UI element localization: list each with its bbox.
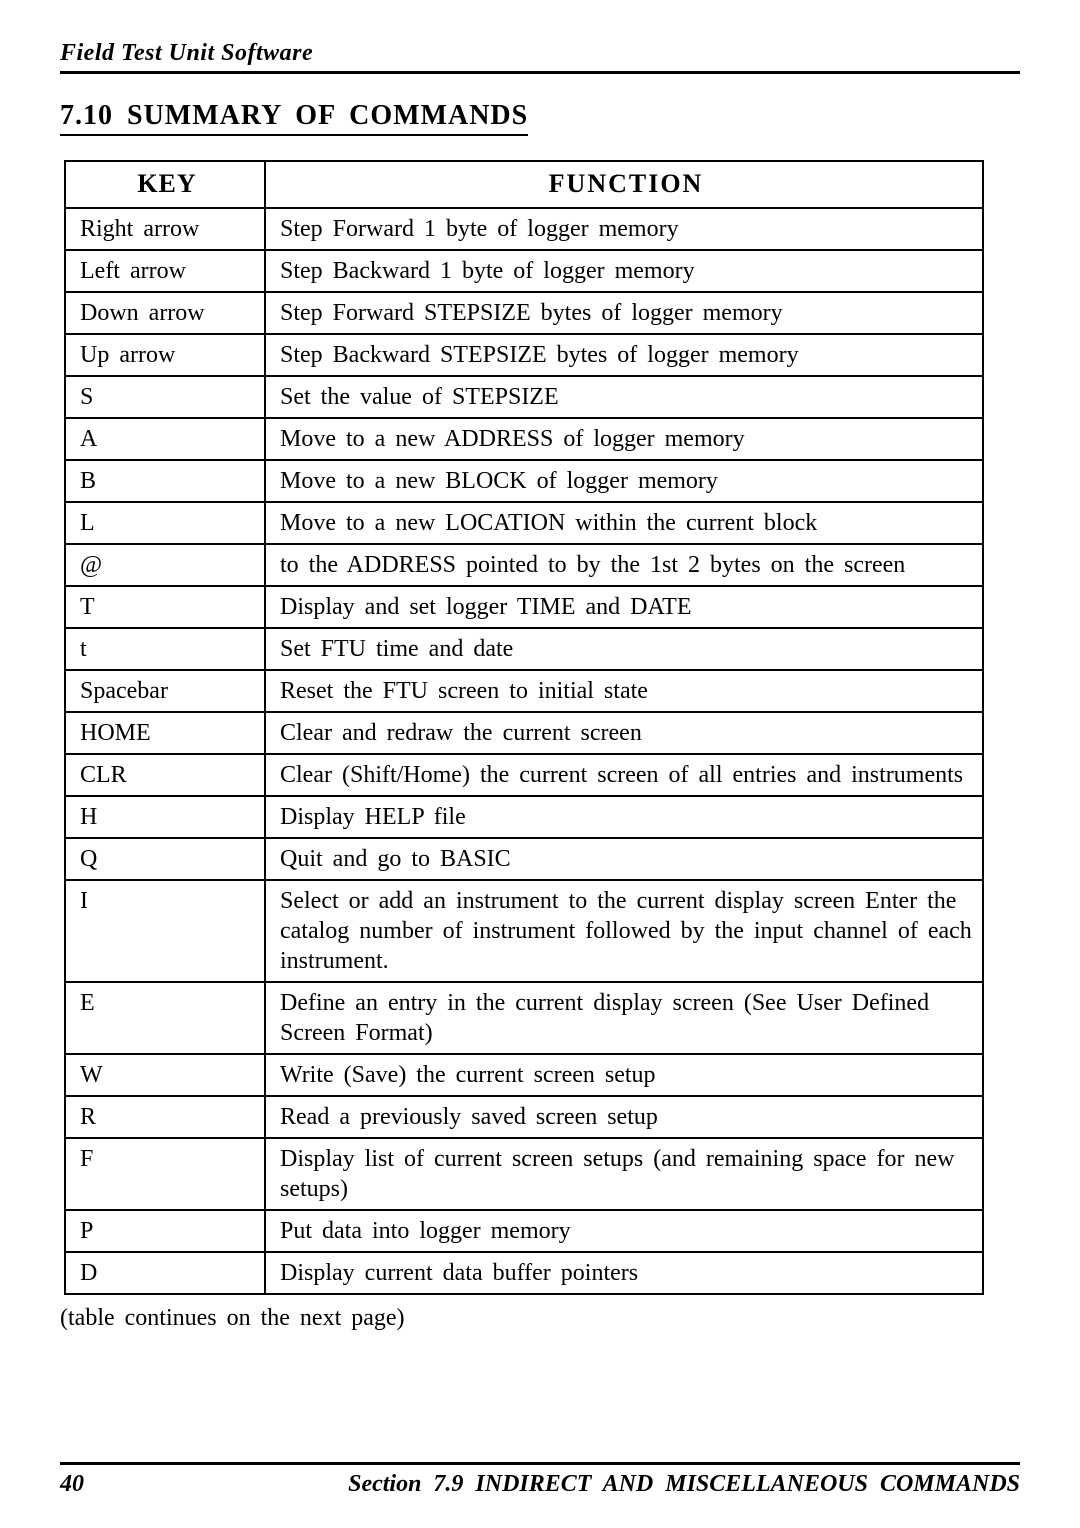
key-cell: R: [65, 1096, 265, 1138]
key-cell: Up arrow: [65, 334, 265, 376]
func-cell: Display list of current screen setups (a…: [265, 1138, 983, 1210]
key-cell: W: [65, 1054, 265, 1096]
func-cell: Quit and go to BASIC: [265, 838, 983, 880]
func-cell: Set FTU time and date: [265, 628, 983, 670]
table-row: Right arrowStep Forward 1 byte of logger…: [65, 208, 983, 250]
key-cell: L: [65, 502, 265, 544]
key-cell: B: [65, 460, 265, 502]
func-cell: Define an entry in the current display s…: [265, 982, 983, 1054]
func-cell: Move to a new LOCATION within the curren…: [265, 502, 983, 544]
key-cell: Down arrow: [65, 292, 265, 334]
page-footer: 40 Section 7.9 INDIRECT AND MISCELLANEOU…: [60, 1462, 1020, 1498]
func-cell: Move to a new ADDRESS of logger memory: [265, 418, 983, 460]
table-row: HOMEClear and redraw the current screen: [65, 712, 983, 754]
key-cell: F: [65, 1138, 265, 1210]
table-row: RRead a previously saved screen setup: [65, 1096, 983, 1138]
table-row: PPut data into logger memory: [65, 1210, 983, 1252]
table-row: EDefine an entry in the current display …: [65, 982, 983, 1054]
key-cell: @: [65, 544, 265, 586]
table-row: DDisplay current data buffer pointers: [65, 1252, 983, 1294]
table-continues-note: (table continues on the next page): [60, 1305, 1020, 1332]
func-cell: Reset the FTU screen to initial state: [265, 670, 983, 712]
func-cell: Clear (Shift/Home) the current screen of…: [265, 754, 983, 796]
func-cell: Move to a new BLOCK of logger memory: [265, 460, 983, 502]
col-header-function: FUNCTION: [265, 161, 983, 208]
func-cell: to the ADDRESS pointed to by the 1st 2 b…: [265, 544, 983, 586]
key-cell: S: [65, 376, 265, 418]
table-row: AMove to a new ADDRESS of logger memory: [65, 418, 983, 460]
table-row: TDisplay and set logger TIME and DATE: [65, 586, 983, 628]
table-body: Right arrowStep Forward 1 byte of logger…: [65, 208, 983, 1294]
key-cell: E: [65, 982, 265, 1054]
func-cell: Step Backward 1 byte of logger memory: [265, 250, 983, 292]
key-cell: A: [65, 418, 265, 460]
func-cell: Display HELP file: [265, 796, 983, 838]
key-cell: Right arrow: [65, 208, 265, 250]
key-cell: P: [65, 1210, 265, 1252]
table-row: WWrite (Save) the current screen setup: [65, 1054, 983, 1096]
table-row: Down arrowStep Forward STEPSIZE bytes of…: [65, 292, 983, 334]
table-row: SpacebarReset the FTU screen to initial …: [65, 670, 983, 712]
key-cell: HOME: [65, 712, 265, 754]
key-cell: T: [65, 586, 265, 628]
key-cell: Q: [65, 838, 265, 880]
func-cell: Write (Save) the current screen setup: [265, 1054, 983, 1096]
func-cell: Put data into logger memory: [265, 1210, 983, 1252]
commands-table: KEY FUNCTION Right arrowStep Forward 1 b…: [64, 160, 984, 1295]
key-cell: Spacebar: [65, 670, 265, 712]
running-head: Field Test Unit Software: [60, 40, 1020, 74]
footer-section-title: Section 7.9 INDIRECT AND MISCELLANEOUS C…: [348, 1471, 1020, 1498]
table-row: FDisplay list of current screen setups (…: [65, 1138, 983, 1210]
col-header-key: KEY: [65, 161, 265, 208]
key-cell: H: [65, 796, 265, 838]
key-cell: D: [65, 1252, 265, 1294]
table-row: Up arrowStep Backward STEPSIZE bytes of …: [65, 334, 983, 376]
table-row: QQuit and go to BASIC: [65, 838, 983, 880]
func-cell: Display current data buffer pointers: [265, 1252, 983, 1294]
table-row: LMove to a new LOCATION within the curre…: [65, 502, 983, 544]
section-title: 7.10 SUMMARY OF COMMANDS: [60, 100, 528, 136]
func-cell: Step Forward 1 byte of logger memory: [265, 208, 983, 250]
func-cell: Select or add an instrument to the curre…: [265, 880, 983, 982]
func-cell: Set the value of STEPSIZE: [265, 376, 983, 418]
table-row: SSet the value of STEPSIZE: [65, 376, 983, 418]
func-cell: Clear and redraw the current screen: [265, 712, 983, 754]
table-row: CLRClear (Shift/Home) the current screen…: [65, 754, 983, 796]
page-number: 40: [60, 1471, 84, 1498]
key-cell: CLR: [65, 754, 265, 796]
table-row: tSet FTU time and date: [65, 628, 983, 670]
func-cell: Display and set logger TIME and DATE: [265, 586, 983, 628]
table-row: Left arrowStep Backward 1 byte of logger…: [65, 250, 983, 292]
table-row: BMove to a new BLOCK of logger memory: [65, 460, 983, 502]
key-cell: Left arrow: [65, 250, 265, 292]
key-cell: t: [65, 628, 265, 670]
table-row: ISelect or add an instrument to the curr…: [65, 880, 983, 982]
table-row: HDisplay HELP file: [65, 796, 983, 838]
func-cell: Read a previously saved screen setup: [265, 1096, 983, 1138]
table-row: @to the ADDRESS pointed to by the 1st 2 …: [65, 544, 983, 586]
func-cell: Step Forward STEPSIZE bytes of logger me…: [265, 292, 983, 334]
func-cell: Step Backward STEPSIZE bytes of logger m…: [265, 334, 983, 376]
key-cell: I: [65, 880, 265, 982]
